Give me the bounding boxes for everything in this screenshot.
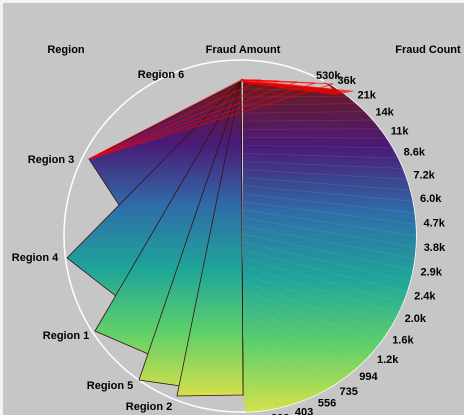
count-strand [242, 257, 403, 304]
count-strand [242, 137, 387, 139]
count-strand [242, 346, 319, 394]
count-tick-label: 36k [338, 75, 357, 87]
count-strand [242, 103, 357, 106]
count-strand [242, 128, 380, 130]
count-strand [242, 169, 407, 180]
count-strand [242, 233, 413, 271]
count-tick-label: 3.8k [424, 242, 446, 254]
count-strand [242, 153, 398, 159]
count-tick-label: 4.7k [424, 218, 446, 230]
count-strand [242, 378, 276, 409]
count-tick-label: 556 [318, 398, 336, 410]
count-strand [242, 386, 264, 411]
count-tick-label: 228 [271, 412, 289, 415]
highlight-band [241, 79, 355, 95]
column-header-fraud-count: Fraud Count [395, 44, 461, 56]
count-tick-label: 735 [340, 386, 358, 398]
count-tick-label: 21k [358, 89, 377, 101]
count-tick-label: 2.0k [405, 313, 427, 325]
highlight-ribbon [88, 79, 262, 160]
column-header-fraud-amount: Fraud Amount [206, 44, 281, 56]
highlight-ribbon [88, 78, 244, 160]
count-strand [242, 394, 253, 412]
region-label-region-5: Region 5 [87, 380, 133, 392]
count-strand [242, 193, 415, 214]
count-strand [242, 306, 365, 361]
count-strand [242, 322, 348, 376]
count-strand [242, 338, 329, 389]
count-strand [242, 185, 413, 202]
count-strand [242, 96, 348, 98]
count-strand [242, 241, 411, 282]
region-label-region-3: Region 3 [28, 154, 74, 166]
column-header-region: Region [47, 44, 85, 56]
amount-tick-label: 530k [316, 70, 341, 82]
region-label-region-2: Region 2 [126, 401, 172, 413]
count-strand [242, 201, 416, 225]
count-strand [242, 290, 381, 343]
count-tick-label: 11k [391, 126, 410, 138]
axis-labels: Region Fraud Amount Fraud Count Region 6… [12, 44, 461, 415]
count-tick-label: 1.6k [392, 335, 414, 347]
count-strand [242, 273, 393, 324]
count-tick-label: 994 [359, 371, 378, 383]
highlight-ribbon [88, 82, 316, 160]
count-strand [242, 119, 373, 122]
count-tick-label: 7.2k [413, 169, 435, 181]
count-strand [242, 281, 387, 334]
count-tick-label: 8.6k [404, 147, 426, 159]
count-tick-label: 403 [295, 407, 313, 415]
region-wedge-region-2 [176, 80, 244, 397]
count-strand [242, 314, 357, 369]
count-tick-label: 2.4k [414, 290, 436, 302]
count-strand [242, 298, 373, 352]
count-strand [242, 362, 298, 403]
count-strand [242, 161, 403, 169]
count-strand [242, 330, 339, 383]
count-tick-label: 14k [375, 106, 394, 118]
count-tick-label: 1.2k [377, 354, 399, 366]
region-label-region-1: Region 1 [43, 330, 89, 342]
region-label-region-4: Region 4 [12, 252, 59, 264]
highlight-ribbon [88, 81, 298, 160]
count-strand [242, 370, 287, 407]
count-tick-label: 2.9k [421, 267, 443, 279]
flow-ribbons [66, 78, 417, 412]
count-fan [243, 80, 416, 412]
count-strand [242, 209, 417, 236]
count-strand [242, 354, 309, 399]
count-strand [242, 145, 393, 149]
count-strand [242, 225, 415, 259]
count-strand [242, 265, 399, 314]
count-strand [242, 177, 410, 191]
count-strand [242, 111, 365, 114]
parallel-sets-chart: Region Fraud Amount Fraud Count Region 6… [12, 44, 461, 415]
highlight-ribbon [88, 83, 334, 160]
highlight-ribbon [88, 80, 280, 160]
count-strand [242, 249, 407, 293]
count-strand [242, 217, 416, 248]
count-tick-label: 6.0k [420, 193, 442, 205]
region-label-region-6: Region 6 [138, 69, 184, 81]
